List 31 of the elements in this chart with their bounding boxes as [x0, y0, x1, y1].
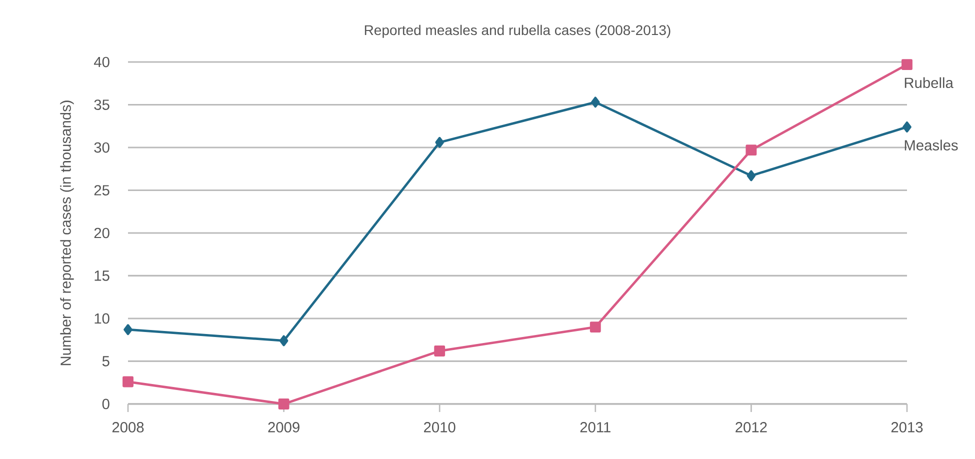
y-tick-label: 0: [102, 398, 110, 410]
series-label: Measles: [904, 140, 958, 150]
point: [590, 322, 601, 333]
x-tick-label: 2012: [736, 422, 767, 432]
point: [902, 59, 912, 70]
x-tick-label: 2013: [891, 422, 923, 432]
y-tick-label: 35: [94, 100, 110, 110]
x-tick-label: 2008: [112, 422, 144, 432]
y-axis-title: Number of reported cases (in thousands): [60, 100, 74, 366]
y-tick-label: 25: [94, 185, 110, 196]
y-tick-label: 15: [94, 270, 110, 281]
y-tick-label: 20: [94, 228, 110, 238]
point: [122, 376, 134, 388]
x-tick-label: 2010: [424, 422, 456, 432]
chart-title: Reported measles and rubella cases (2008-2013): [364, 24, 670, 38]
point: [746, 170, 756, 182]
point: [591, 96, 600, 108]
point: [124, 324, 132, 336]
point: [435, 136, 444, 148]
point: [278, 398, 290, 410]
y-tick-label: 30: [94, 142, 110, 153]
point: [746, 144, 757, 156]
y-tick-label: 40: [94, 56, 110, 68]
y-tick-label: 5: [102, 356, 110, 366]
point: [902, 122, 912, 132]
point: [434, 346, 446, 356]
point: [279, 335, 288, 346]
series-label: Rubella: [904, 77, 954, 88]
x-tick-label: 2011: [580, 422, 610, 432]
y-tick-label: 10: [94, 313, 110, 324]
x-tick-label: 2009: [268, 422, 300, 432]
